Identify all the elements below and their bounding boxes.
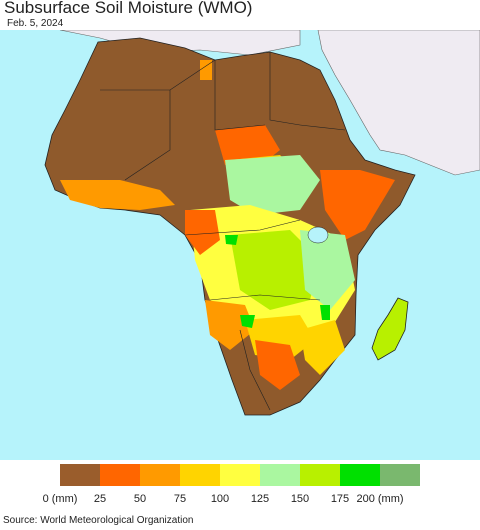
lake-victoria xyxy=(307,226,329,244)
green-spot-3 xyxy=(240,315,255,328)
legend-swatch-7 xyxy=(340,464,380,486)
horn-orange xyxy=(320,170,395,240)
legend-label-5: 125 xyxy=(251,493,269,505)
legend-swatch-2 xyxy=(140,464,180,486)
soil-moisture-map xyxy=(0,30,480,460)
legend-label-8: 200 (mm) xyxy=(356,493,403,505)
country-borders xyxy=(100,52,346,411)
mozambique-yellow xyxy=(300,320,345,375)
legend-label-7: 175 xyxy=(331,493,349,505)
legend-swatch-8 xyxy=(380,464,420,486)
gabon-orange xyxy=(185,210,220,255)
legend-swatch-1 xyxy=(100,464,140,486)
green-spot-2 xyxy=(320,305,330,320)
legend-label-1: 25 xyxy=(94,493,106,505)
legend: 0 (mm) 25 50 75 100 125 150 175 200 (mm) xyxy=(43,464,420,505)
legend-swatch-0 xyxy=(60,464,100,486)
southern-orange xyxy=(255,340,300,390)
source-text: Source: World Meteorological Organizatio… xyxy=(3,515,194,526)
angola-orange xyxy=(205,300,255,350)
legend-label-4: 100 xyxy=(211,493,229,505)
eastafrica-green xyxy=(300,230,355,310)
legend-label-6: 150 xyxy=(291,493,309,505)
legend-swatch-5 xyxy=(260,464,300,486)
map-title: Subsurface Soil Moisture (WMO) xyxy=(4,0,253,17)
legend-label-0: 0 (mm) xyxy=(43,493,78,505)
legend-label-2: 50 xyxy=(134,493,146,505)
legend-label-3: 75 xyxy=(174,493,186,505)
central-green xyxy=(225,155,320,215)
green-spot-1 xyxy=(225,235,238,245)
nile-orange xyxy=(200,60,212,80)
map-date: Feb. 5, 2024 xyxy=(7,18,64,29)
middle-east-land xyxy=(317,30,480,176)
madagascar xyxy=(371,297,409,361)
congo-green xyxy=(230,230,320,310)
europe-land xyxy=(59,30,301,56)
west-africa-orange xyxy=(60,180,175,210)
legend-swatch-6 xyxy=(300,464,340,486)
legend-swatch-3 xyxy=(180,464,220,486)
legend-swatch-4 xyxy=(220,464,260,486)
legend-labels: 0 (mm) 25 50 75 100 125 150 175 200 (mm) xyxy=(43,493,404,505)
legend-swatches xyxy=(60,464,420,486)
